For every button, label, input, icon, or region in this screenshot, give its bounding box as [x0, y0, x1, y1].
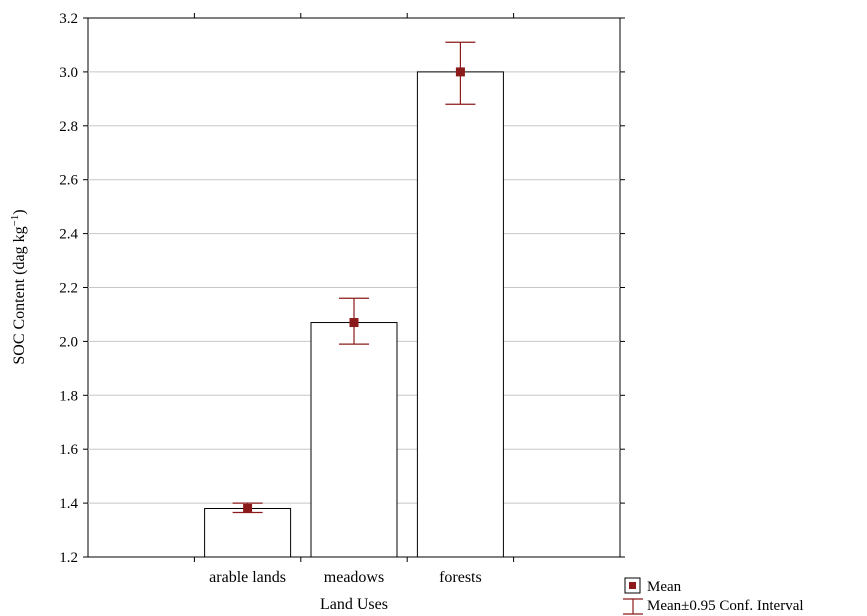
mean-markers [243, 67, 465, 513]
legend-mean-label: Mean [647, 579, 682, 595]
y-axis-title-main: SOC Content (dag kg [11, 226, 28, 364]
y-tick-label: 1.6 [59, 442, 78, 458]
category-labels: arable lands meadows forests [209, 569, 482, 586]
y-tick-label: 1.2 [59, 550, 78, 566]
mean-marker [455, 67, 465, 77]
legend: Mean Mean±0.95 Conf. Interval [623, 577, 804, 615]
mean-marker [243, 503, 253, 513]
bars [204, 71, 504, 558]
y-tick-label: 2.2 [59, 281, 78, 297]
y-axis-title-superscript: −1 [9, 215, 21, 227]
legend-mean-marker [629, 582, 636, 589]
y-tick-label: 3.2 [59, 11, 78, 27]
y-tick-label: 2.4 [59, 227, 78, 243]
category-label: arable lands [209, 569, 286, 586]
y-tick-label: 1.8 [59, 388, 78, 404]
bar-arable-lands [204, 507, 292, 558]
category-label: forests [439, 569, 482, 586]
y-axis-title-close: ) [11, 209, 28, 214]
y-tick-label: 2.8 [59, 119, 78, 135]
x-axis-title: Land Uses [320, 596, 388, 613]
y-tick-label: 2.6 [59, 173, 78, 189]
x-axis-ticks [193, 13, 515, 562]
bar-meadows [310, 322, 398, 558]
y-tick-label: 2.0 [59, 334, 78, 350]
mean-marker [349, 318, 359, 328]
y-tick-label: 3.0 [59, 65, 78, 81]
legend-ci-label: Mean±0.95 Conf. Interval [647, 598, 804, 614]
bar-forests [416, 71, 504, 558]
category-label: meadows [324, 569, 384, 586]
y-axis-title: SOC Content (dag kg−1) [9, 209, 28, 364]
y-axis-ticks: 1.2 1.4 1.6 1.8 2.0 2.2 2.4 2.6 2.8 3.0 3.2 [59, 11, 625, 566]
y-tick-label: 1.4 [59, 496, 78, 512]
gridlines [88, 71, 620, 504]
legend-ci-symbol [623, 598, 643, 615]
